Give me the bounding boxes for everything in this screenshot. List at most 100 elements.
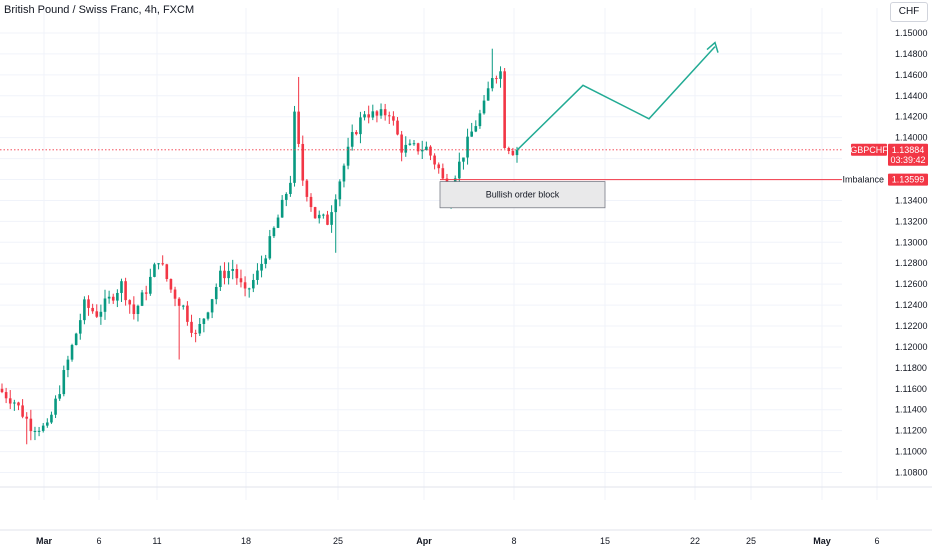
candle (223, 270, 226, 279)
candle (350, 132, 354, 147)
candle (247, 288, 251, 290)
candle (433, 155, 436, 165)
current-price-tag (888, 143, 928, 166)
candle (466, 136, 469, 158)
current-price-text: 1.13884 (892, 145, 925, 155)
candle (0, 388, 4, 393)
y-tick-label: 1.12600 (895, 279, 928, 289)
candle (342, 165, 346, 182)
candle (206, 312, 210, 319)
y-tick-label: 1.12000 (895, 342, 928, 352)
candle (181, 305, 185, 307)
candle (169, 279, 173, 290)
candle (157, 263, 160, 265)
candle (326, 214, 329, 225)
candle (396, 120, 399, 135)
candle (276, 217, 280, 228)
candle (284, 193, 288, 200)
candle (301, 143, 305, 181)
candle (499, 71, 502, 79)
x-tick-label: May (813, 536, 831, 546)
currency-selector[interactable]: CHF (890, 2, 928, 22)
x-tick-label: Apr (416, 536, 432, 546)
candle (317, 214, 321, 219)
candle (103, 298, 107, 312)
candle (330, 212, 333, 225)
x-tick-label: 22 (690, 536, 700, 546)
candle (227, 270, 230, 279)
candle (280, 199, 284, 218)
y-tick-label: 1.14000 (895, 133, 928, 143)
projection-arrow-head (706, 41, 719, 53)
candle (25, 416, 29, 419)
candle (116, 292, 119, 301)
candle (239, 278, 243, 283)
candle (111, 296, 115, 301)
symbol-tag (851, 143, 887, 156)
imbalance-price-tag (888, 173, 928, 186)
projection-arrow (516, 46, 716, 151)
candle (231, 268, 235, 271)
y-tick-label: 1.14600 (895, 70, 928, 80)
candle (70, 345, 74, 360)
y-tick-label: 1.14800 (895, 49, 928, 59)
candle (13, 402, 16, 404)
candle (62, 370, 66, 395)
candle (210, 299, 214, 313)
candle (91, 307, 94, 312)
candle (387, 115, 391, 117)
y-tick-label: 1.14400 (895, 91, 928, 101)
candle (235, 268, 239, 279)
candle (416, 143, 420, 152)
candle (29, 418, 33, 432)
candle (334, 199, 338, 213)
candle (272, 227, 276, 237)
candle (136, 305, 140, 315)
candle (153, 264, 156, 277)
imbalance-label: Imbalance (842, 175, 884, 185)
candle (486, 88, 490, 101)
x-tick-label: 18 (241, 536, 251, 546)
candle (429, 146, 432, 156)
imbalance-price-text: 1.13599 (892, 175, 925, 185)
candle (268, 236, 272, 259)
candle (198, 323, 202, 334)
candle (412, 143, 416, 145)
candle (490, 78, 494, 89)
x-tick-label: 6 (874, 536, 879, 546)
candle (50, 414, 53, 423)
candle (194, 332, 197, 334)
candle (495, 78, 498, 80)
candle (441, 168, 445, 179)
candle (95, 311, 99, 317)
candle (46, 422, 49, 426)
candle (363, 114, 366, 118)
candle (161, 263, 164, 265)
y-tick-label: 1.13200 (895, 216, 928, 226)
candle (140, 292, 144, 306)
candle (78, 320, 82, 334)
candle (83, 299, 86, 321)
candle (186, 305, 189, 322)
y-tick-label: 1.11200 (895, 426, 927, 436)
candle (503, 71, 506, 149)
candle (425, 146, 428, 151)
candle (17, 402, 20, 406)
candle (21, 405, 24, 417)
y-tick-label: 1.12800 (895, 258, 928, 268)
x-tick-label: 11 (152, 536, 161, 546)
candle (305, 180, 309, 197)
candle (8, 398, 12, 404)
y-tick-label: 1.15000 (895, 28, 928, 38)
candle (420, 150, 424, 152)
candle (297, 111, 300, 144)
candle (309, 196, 313, 208)
candle (124, 281, 127, 301)
candle (165, 264, 169, 280)
candle (293, 111, 296, 183)
y-tick-label: 1.11600 (895, 384, 927, 394)
candle (214, 287, 218, 300)
candle (313, 207, 317, 219)
candle (41, 425, 45, 431)
